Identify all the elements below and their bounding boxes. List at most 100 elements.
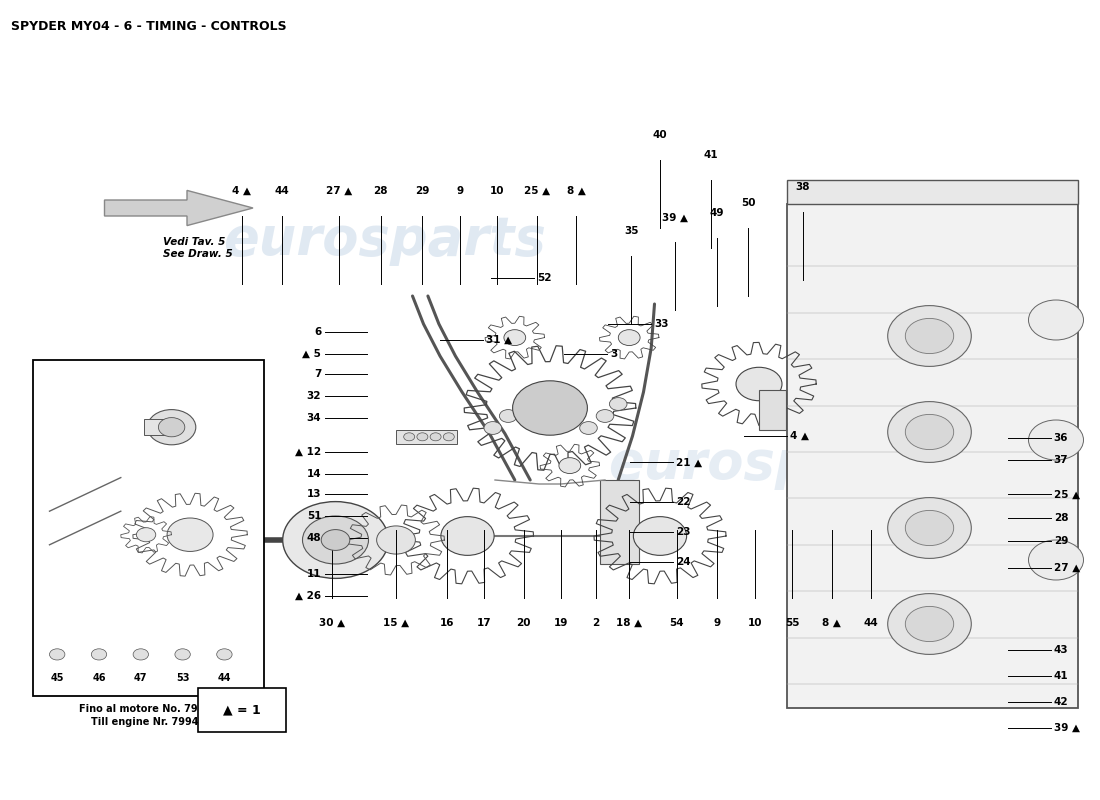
- Circle shape: [147, 410, 196, 445]
- Circle shape: [499, 410, 517, 422]
- Text: ▲ 26: ▲ 26: [295, 591, 321, 601]
- Bar: [144, 419, 172, 435]
- Text: 9: 9: [714, 618, 720, 627]
- Text: Fino al motore No. 79943: Fino al motore No. 79943: [79, 704, 218, 714]
- Circle shape: [504, 330, 526, 346]
- Text: 44: 44: [864, 618, 879, 627]
- Text: 51: 51: [307, 511, 321, 521]
- Text: 29: 29: [1054, 536, 1068, 546]
- Circle shape: [1028, 300, 1084, 340]
- Polygon shape: [104, 190, 253, 226]
- Text: 14: 14: [307, 469, 321, 478]
- Text: 4 ▲: 4 ▲: [232, 186, 252, 196]
- Circle shape: [91, 649, 107, 660]
- Circle shape: [197, 530, 226, 550]
- Text: 44: 44: [218, 674, 231, 683]
- Bar: [198, 688, 286, 732]
- Text: 45: 45: [51, 674, 64, 683]
- Circle shape: [50, 649, 65, 660]
- Circle shape: [609, 398, 627, 410]
- Text: SPYDER MY04 - 6 - TIMING - CONTROLS: SPYDER MY04 - 6 - TIMING - CONTROLS: [11, 20, 287, 33]
- Text: 41: 41: [703, 150, 718, 160]
- Circle shape: [133, 649, 148, 660]
- Circle shape: [404, 433, 415, 441]
- Text: 2: 2: [593, 618, 600, 627]
- Circle shape: [175, 649, 190, 660]
- Circle shape: [618, 330, 640, 346]
- Text: ▲ 5: ▲ 5: [302, 349, 321, 358]
- Circle shape: [443, 433, 454, 441]
- Circle shape: [136, 528, 156, 542]
- Text: 20: 20: [516, 618, 531, 627]
- Text: eurosparts: eurosparts: [608, 438, 932, 490]
- Circle shape: [596, 410, 614, 422]
- Text: 50: 50: [740, 198, 756, 208]
- Circle shape: [441, 517, 494, 555]
- Text: 25 ▲: 25 ▲: [1054, 490, 1080, 499]
- Text: 53: 53: [176, 674, 189, 683]
- Text: 31 ▲: 31 ▲: [486, 335, 513, 345]
- Text: 10: 10: [490, 186, 505, 196]
- Circle shape: [634, 517, 686, 555]
- Circle shape: [376, 526, 416, 554]
- Circle shape: [559, 458, 581, 474]
- Text: 8 ▲: 8 ▲: [566, 186, 586, 196]
- Text: 24: 24: [676, 557, 691, 566]
- Text: Till engine Nr. 79943: Till engine Nr. 79943: [91, 717, 206, 726]
- Circle shape: [905, 510, 954, 546]
- Text: 22: 22: [676, 498, 691, 507]
- Text: 36: 36: [1054, 434, 1068, 443]
- Circle shape: [1028, 540, 1084, 580]
- Circle shape: [580, 422, 597, 434]
- Text: 46: 46: [92, 674, 106, 683]
- Text: 43: 43: [1054, 646, 1068, 655]
- Circle shape: [905, 414, 954, 450]
- Text: 28: 28: [1054, 514, 1068, 523]
- Text: 52: 52: [537, 274, 551, 283]
- Text: 47: 47: [134, 674, 147, 683]
- Bar: [600, 480, 639, 564]
- Text: 17: 17: [476, 618, 492, 627]
- Circle shape: [321, 530, 350, 550]
- Text: ▲ = 1: ▲ = 1: [223, 703, 261, 717]
- Circle shape: [515, 382, 585, 434]
- Bar: [33, 360, 264, 696]
- Bar: [759, 390, 786, 430]
- Text: 28: 28: [373, 186, 388, 196]
- Text: See Draw. 5: See Draw. 5: [163, 249, 232, 259]
- Text: 21 ▲: 21 ▲: [676, 458, 703, 467]
- Text: 29: 29: [415, 186, 430, 196]
- Text: 39 ▲: 39 ▲: [662, 212, 689, 222]
- Circle shape: [283, 502, 388, 578]
- Text: 8 ▲: 8 ▲: [822, 618, 842, 627]
- Circle shape: [1028, 420, 1084, 460]
- Text: 40: 40: [652, 130, 668, 140]
- Text: 16: 16: [439, 618, 454, 627]
- Text: 7: 7: [314, 370, 321, 379]
- Text: 33: 33: [654, 319, 669, 329]
- Text: 19: 19: [553, 618, 569, 627]
- Text: 49: 49: [710, 208, 725, 218]
- Circle shape: [430, 433, 441, 441]
- Text: 27 ▲: 27 ▲: [326, 186, 352, 196]
- Text: 34: 34: [307, 413, 321, 422]
- Text: 9: 9: [456, 186, 463, 196]
- Circle shape: [302, 516, 368, 564]
- Text: 13: 13: [307, 490, 321, 499]
- Text: 41: 41: [1054, 671, 1068, 681]
- Text: 25 ▲: 25 ▲: [524, 186, 550, 196]
- Text: 15 ▲: 15 ▲: [383, 618, 409, 627]
- Circle shape: [167, 518, 213, 551]
- Text: 38: 38: [795, 182, 811, 192]
- Circle shape: [513, 381, 587, 435]
- Text: 27 ▲: 27 ▲: [1054, 563, 1080, 573]
- Circle shape: [484, 422, 502, 434]
- Text: 3: 3: [610, 349, 618, 358]
- Text: 10: 10: [747, 618, 762, 627]
- Text: 30 ▲: 30 ▲: [319, 618, 345, 627]
- Circle shape: [888, 402, 971, 462]
- Circle shape: [217, 649, 232, 660]
- Circle shape: [905, 318, 954, 354]
- Circle shape: [905, 606, 954, 642]
- Circle shape: [888, 594, 971, 654]
